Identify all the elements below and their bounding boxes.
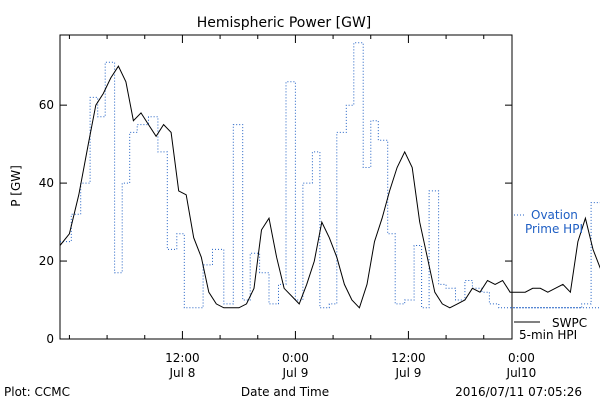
x-tick-date-label: Jul 9 [281, 366, 308, 380]
series-ovation-prime-hpi [60, 42, 600, 309]
x-tick-date-label: Jul 9 [394, 366, 421, 380]
footer-plot-source: Plot: CCMC [4, 385, 70, 399]
y-axis: 0 20 40 60 [39, 98, 512, 346]
footer-timestamp: 2016/07/11 07:05:26 [455, 385, 582, 399]
y-axis-label: P [GW] [9, 165, 23, 207]
plot-frame [59, 34, 513, 340]
chart-title: Hemispheric Power [GW] [197, 15, 372, 31]
y-tick-label: 0 [46, 332, 54, 346]
legend-ovation-label-2: Prime HPI [525, 222, 583, 236]
y-tick-label: 60 [39, 98, 54, 112]
series-swpc-5min-hpi [59, 65, 600, 309]
y-tick-label: 40 [39, 176, 54, 190]
legend-swpc: SWPC 5-min HPI [514, 316, 587, 342]
legend-swpc-label-2: 5-min HPI [519, 328, 577, 342]
x-tick-date-label: Jul10 [506, 366, 537, 380]
y-tick-label: 20 [39, 254, 54, 268]
x-axis-label: Date and Time [241, 385, 329, 399]
legend-ovation: Ovation Prime HPI [514, 208, 583, 236]
x-tick-time-label: 12:00 [165, 351, 200, 365]
legend-swpc-label-1: SWPC [552, 316, 587, 330]
x-tick-time-label: 0:00 [282, 351, 309, 365]
x-tick-time-label: 0:00 [508, 351, 535, 365]
x-tick-time-label: 12:00 [391, 351, 426, 365]
legend-ovation-label-1: Ovation [531, 208, 578, 222]
x-tick-date-label: Jul 8 [168, 366, 195, 380]
